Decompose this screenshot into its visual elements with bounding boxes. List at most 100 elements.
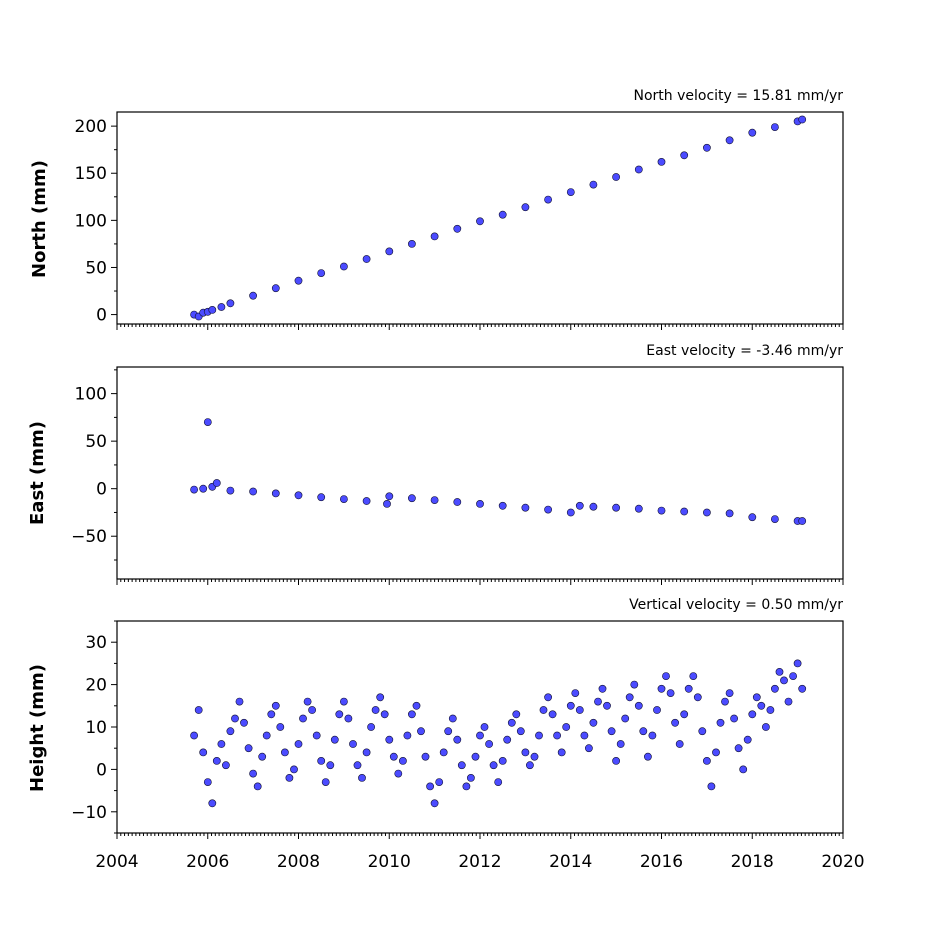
- east-point: [362, 497, 371, 505]
- height-point: [675, 740, 684, 748]
- height-point: [308, 706, 316, 714]
- east-ylabel: East (mm): [27, 421, 48, 525]
- height-panel-title: Vertical velocity = 0.50 mm/yr: [629, 597, 843, 613]
- north-point: [339, 262, 348, 271]
- height-point: [507, 718, 516, 727]
- height-point: [521, 748, 530, 757]
- height-point: [199, 748, 208, 757]
- height-point: [566, 701, 575, 710]
- height-point: [358, 774, 366, 782]
- north-point: [294, 276, 303, 285]
- height-ytick-label: 0: [96, 760, 107, 780]
- east-point: [634, 504, 643, 513]
- height-point: [766, 706, 775, 714]
- height-point: [485, 740, 493, 748]
- east-point: [212, 479, 221, 487]
- height-point: [435, 778, 444, 786]
- east-point: [339, 495, 348, 503]
- height-ytick-label: 20: [85, 676, 107, 696]
- east-panel-title: East velocity = -3.46 mm/yr: [646, 343, 843, 359]
- east-point: [294, 491, 303, 500]
- east-point: [249, 487, 257, 496]
- height-point: [321, 778, 330, 786]
- height-point: [462, 782, 471, 791]
- height-point: [594, 697, 602, 706]
- east-point: [680, 507, 689, 516]
- height-point: [494, 778, 503, 786]
- height-point: [771, 684, 779, 693]
- height-point: [693, 693, 702, 702]
- north-point: [748, 128, 757, 137]
- height-point: [412, 701, 421, 710]
- height-point: [639, 727, 648, 736]
- height-point: [385, 735, 394, 744]
- height-point: [657, 684, 666, 693]
- height-point: [530, 752, 539, 761]
- height-point: [775, 668, 784, 676]
- height-point: [262, 731, 271, 740]
- east-point: [226, 486, 235, 495]
- north-point: [226, 299, 235, 308]
- height-point: [212, 757, 221, 765]
- east-point: [589, 502, 598, 511]
- height-point: [380, 710, 389, 719]
- east-point: [317, 493, 326, 502]
- height-xtick-label: 2008: [277, 852, 320, 872]
- height-point: [217, 740, 226, 748]
- north-point: [521, 203, 530, 212]
- east-point: [612, 503, 620, 512]
- height-point: [630, 680, 639, 689]
- height-point: [707, 782, 716, 791]
- east-point: [476, 499, 484, 508]
- north-point: [566, 188, 575, 196]
- height-point: [544, 693, 552, 702]
- north-point: [703, 143, 711, 152]
- height-point: [285, 774, 294, 782]
- north-point: [249, 291, 257, 300]
- height-point: [317, 757, 326, 765]
- north-point: [453, 224, 462, 233]
- height-point: [612, 757, 620, 765]
- height-point: [226, 727, 235, 736]
- east-point: [383, 499, 391, 508]
- height-point: [407, 710, 416, 719]
- height-ytick-label: −10: [71, 803, 107, 823]
- height-point: [444, 727, 453, 736]
- east-point: [544, 505, 552, 514]
- height-point: [548, 710, 557, 719]
- height-point: [421, 752, 430, 761]
- height-point: [725, 689, 734, 697]
- north-point: [589, 180, 598, 189]
- height-point: [426, 782, 434, 791]
- height-points: [190, 659, 807, 808]
- east-point: [385, 492, 394, 501]
- height-point: [349, 740, 357, 748]
- north-point: [612, 173, 620, 181]
- height-point: [793, 659, 802, 668]
- north-point: [385, 247, 394, 256]
- height-point: [489, 761, 498, 770]
- height-point: [557, 748, 566, 757]
- height-point: [503, 735, 512, 744]
- height-point: [403, 731, 412, 740]
- height-point: [516, 727, 525, 736]
- east-panel: East velocity = -3.46 mm/yr East (mm) −5…: [27, 343, 844, 585]
- height-point: [367, 723, 375, 731]
- north-ytick-label: 50: [85, 258, 107, 278]
- height-point: [457, 761, 466, 770]
- height-ylabel: Height (mm): [27, 664, 48, 792]
- north-point: [208, 305, 217, 314]
- east-ytick-label: 0: [96, 480, 107, 500]
- height-point: [716, 718, 725, 727]
- height-point: [616, 740, 625, 748]
- north-point: [771, 123, 779, 131]
- height-point: [680, 710, 689, 719]
- height-point: [789, 672, 797, 680]
- height-point: [671, 718, 679, 727]
- height-point: [721, 697, 729, 706]
- height-point: [684, 684, 693, 693]
- height-point: [244, 744, 253, 753]
- east-point: [203, 418, 212, 426]
- east-point: [771, 515, 779, 523]
